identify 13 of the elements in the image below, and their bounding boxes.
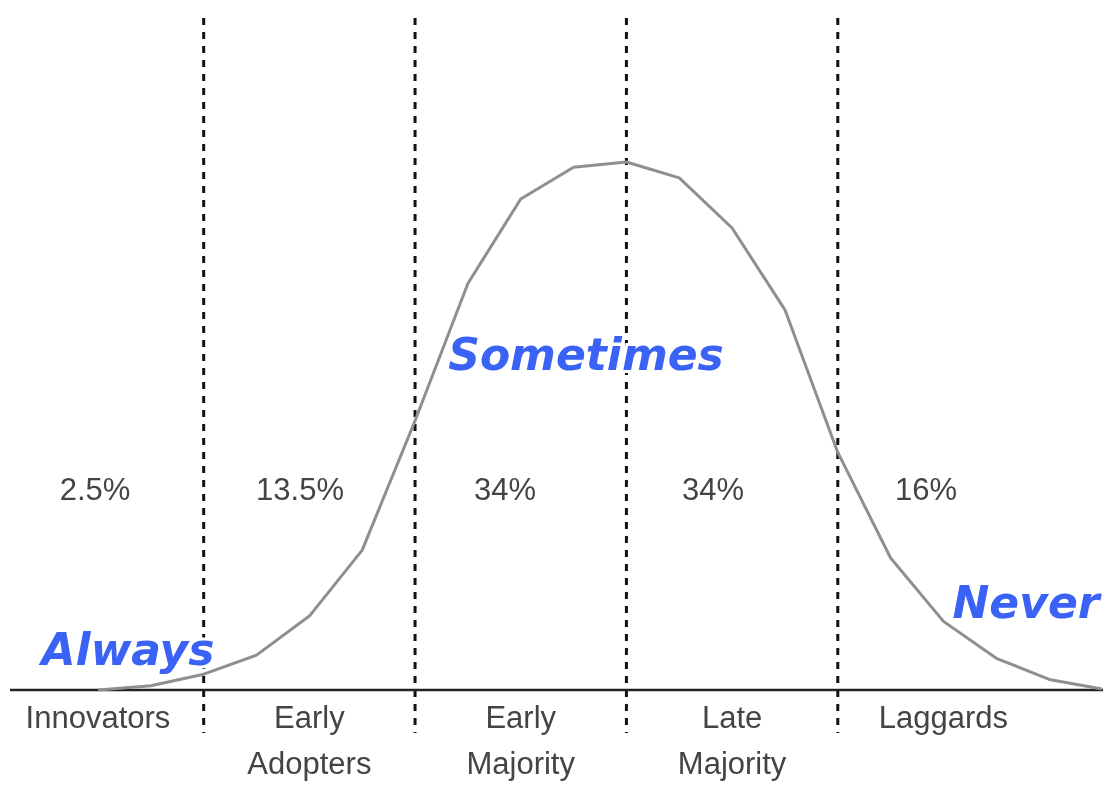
annotation: Never	[952, 577, 1102, 628]
x-tick-label: Innovators	[25, 700, 171, 735]
annotation: 13.5%	[256, 472, 344, 508]
x-tick-label: Early Adopters	[247, 700, 372, 781]
annotation: 34%	[473, 472, 537, 508]
annotation: 34%	[681, 472, 745, 508]
x-tick-label: Late Majority	[677, 700, 787, 781]
annotation: Sometimes	[448, 329, 724, 380]
x-tick-label: Laggards	[878, 700, 1009, 735]
annotation: 16%	[894, 472, 958, 508]
annotation: Always	[38, 624, 215, 675]
x-tick-label: Early Majority	[466, 700, 576, 781]
annotation: 2.5%	[59, 472, 131, 508]
